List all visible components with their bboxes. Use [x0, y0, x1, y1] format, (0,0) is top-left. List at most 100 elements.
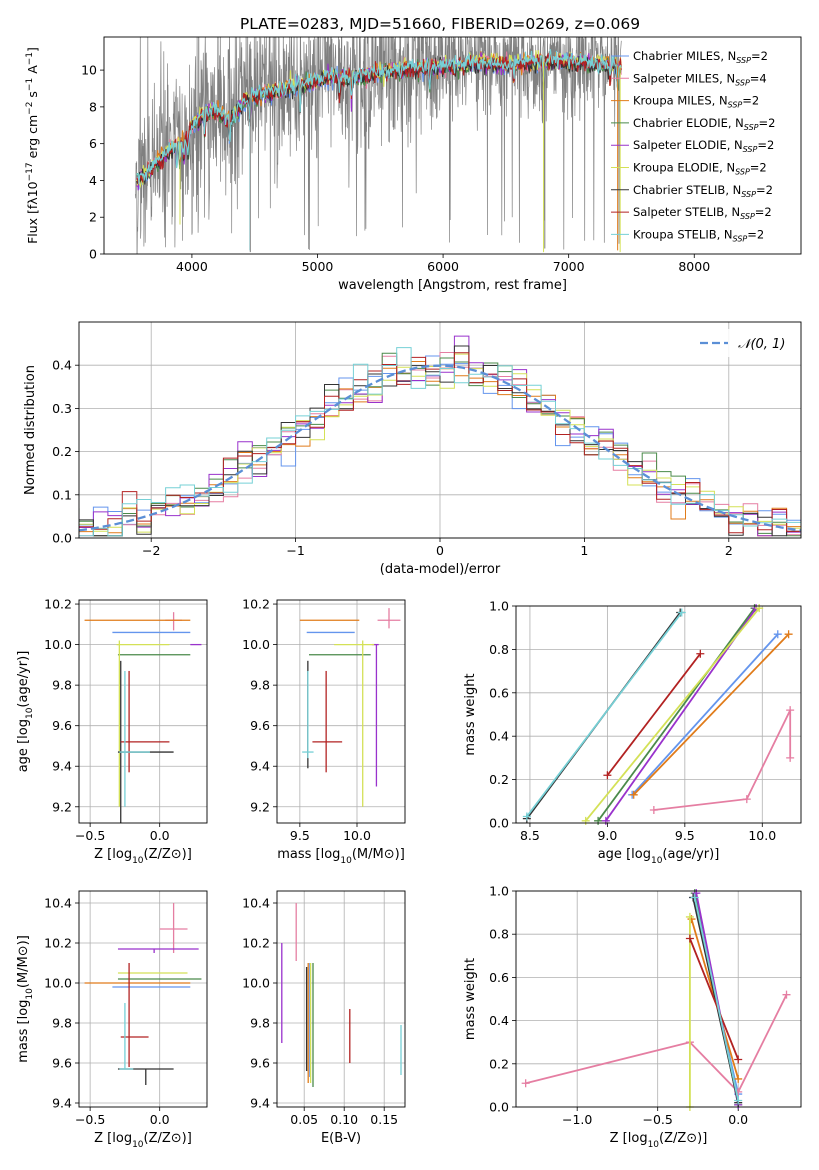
age-vs-z-ytick-label: 10.2	[44, 597, 72, 612]
mass-vs-ebv-axes: 0.05 0.10 0.15 9.4 9.6 9.8 10.0 10.2 10.4	[242, 891, 405, 1127]
age-vs-z-point	[165, 612, 182, 631]
age-vs-z-point	[116, 640, 170, 807]
mass-vs-ebv-ytick-label: 10.2	[242, 936, 270, 951]
age-vs-z-point	[120, 670, 170, 773]
massweight-vs-z-ytick-label: 1.0	[489, 884, 509, 899]
massweight-vs-age-marker	[594, 816, 603, 825]
age-vs-z-point	[119, 670, 150, 807]
spectrum-title: PLATE=0283, MJD=51660, FIBERID=0269, z=0…	[240, 15, 640, 33]
mass-vs-ebv-ytick-label: 9.8	[250, 1016, 270, 1031]
residuals-xtick-label: 1	[580, 543, 588, 558]
mass-vs-ebv-ytick-label: 9.6	[250, 1056, 270, 1071]
massweight-vs-z-frame	[515, 890, 802, 1108]
mass-vs-z-ytick-label: 9.8	[52, 1016, 72, 1031]
mass-vs-ebv-xlabel: E(B-V)	[321, 1131, 361, 1146]
mass-vs-ebv-xtick-label: 0.05	[290, 1112, 318, 1127]
residuals-xtick-label: −1	[286, 543, 304, 558]
mass-vs-ebv-frame	[276, 890, 406, 1108]
age-vs-z-ytick-label: 9.6	[52, 718, 72, 733]
residuals-frame	[78, 321, 802, 539]
massweight-vs-age-marker	[629, 790, 638, 799]
massweight-vs-z-xtick-label: −0.5	[643, 1112, 673, 1127]
mass-vs-z-ytick-label: 10.0	[44, 976, 72, 991]
mass-vs-z-ytick-label: 9.6	[52, 1056, 72, 1071]
massweight-vs-age-marker	[784, 630, 793, 639]
mass-vs-z-point	[117, 1068, 174, 1085]
massweight-vs-age-marker	[581, 816, 590, 825]
mass-vs-z-xtick-label: 0.0	[150, 1112, 170, 1127]
massweight-vs-z-series-line	[525, 994, 788, 1094]
age-vs-mass-ytick-label: 10.2	[242, 597, 270, 612]
age-vs-mass-xtick-label: 10.0	[343, 828, 371, 843]
massweight-vs-z-ytick-label: 0.2	[489, 1056, 509, 1071]
mass-vs-ebv-xtick-label: 0.10	[330, 1112, 358, 1127]
age-vs-z-ytick-label: 9.2	[52, 799, 72, 814]
mass-vs-z-frame	[78, 890, 208, 1108]
massweight-vs-z-ytick-label: 0.6	[489, 970, 509, 985]
spectrum-ytick-label: 8	[89, 99, 97, 114]
massweight-vs-age-marker	[696, 649, 705, 658]
massweight-vs-age-xtick-label: 10.0	[748, 828, 776, 843]
spectrum-ytick-label: 0	[89, 247, 97, 262]
mass-vs-z-ytick-label: 10.2	[44, 936, 72, 951]
age-vs-mass-ytick-label: 10.0	[242, 637, 270, 652]
age-vs-mass-point	[312, 670, 343, 773]
residuals-xtick-label: 2	[725, 543, 733, 558]
massweight-vs-z-xtick-label: −1.0	[562, 1112, 592, 1127]
massweight-vs-z-marker	[734, 1074, 743, 1083]
mass-vs-ebv-ytick-label: 9.4	[250, 1096, 270, 1111]
massweight-vs-z-series-line	[689, 938, 740, 1060]
spectrum-axes: 4000 5000 6000 7000 8000 0 2 4 6 8 10	[81, 63, 710, 274]
age-vs-z-axes: −0.5 0.0 9.2 9.4 9.6 9.8 10.0 10.2	[44, 597, 207, 843]
age-vs-mass-xlabel: mass [log10(M/M⊙)]	[277, 847, 405, 866]
massweight-vs-age-ytick-label: 0.6	[489, 685, 509, 700]
massweight-vs-z-marker	[685, 912, 694, 921]
massweight-vs-age-marker	[755, 604, 764, 613]
age-vs-z-ytick-label: 9.8	[52, 678, 72, 693]
massweight-vs-age-ytick-label: 0.2	[489, 772, 509, 787]
massweight-vs-age-series-line	[633, 633, 790, 796]
spectrum-frame	[103, 36, 802, 255]
massweight-vs-age-axes: 8.5 9.0 9.5 10.0 0.0 0.2 0.4 0.6 0.8 1.0	[489, 599, 801, 843]
massweight-vs-age-series-line	[606, 653, 702, 776]
massweight-vs-age-series-line	[597, 607, 756, 822]
age-vs-mass-ytick-label: 9.8	[250, 678, 270, 693]
legend-entry: Salpeter STELIB, NSSP=2	[633, 205, 772, 221]
age-vs-z-frame	[78, 599, 208, 824]
mass-vs-z-point	[159, 903, 188, 953]
residuals-xtick-label: −2	[142, 543, 160, 558]
legend-entry: Chabrier ELODIE, NSSP=2	[633, 116, 775, 132]
massweight-vs-age-marker	[742, 795, 751, 804]
mass-vs-z-xtick-label: −0.5	[75, 1112, 105, 1127]
massweight-vs-z-axes: −1.0 −0.5 0.0 0.0 0.2 0.4 0.6 0.8 1.0	[489, 884, 801, 1127]
massweight-vs-age-frame	[515, 605, 802, 824]
massweight-vs-age-marker	[522, 812, 531, 821]
age-vs-mass-axes: 9.5 10.0 9.2 9.4 9.6 9.8 10.0 10.2	[242, 597, 405, 843]
massweight-vs-age-marker	[786, 706, 795, 715]
residuals-xtick-label: 0	[436, 543, 444, 558]
massweight-vs-z-ytick-label: 0.8	[489, 927, 509, 942]
legend-entry: Chabrier STELIB, NSSP=2	[633, 183, 773, 199]
spectrum-ylabel: Flux [fλ10−17 erg cm−2 s−1 A−1]	[25, 47, 40, 244]
massweight-vs-age-ytick-label: 0.0	[489, 816, 509, 831]
residuals-axes: −2 −1 0 1 2 0.0 0.1 0.2 0.3 0.4	[52, 322, 801, 558]
massweight-vs-age-series-line	[585, 607, 760, 822]
spectrum-ytick-label: 6	[89, 136, 97, 151]
age-vs-z-xtick-label: −0.5	[75, 828, 105, 843]
observed-spectrum-line	[135, 37, 622, 254]
mass-vs-z-ylabel: mass [log10(M/M⊙)]	[16, 935, 35, 1063]
spectrum-ytick-label: 4	[89, 173, 97, 188]
massweight-vs-z-ytick-label: 0.4	[489, 1013, 509, 1028]
massweight-vs-age-ytick-label: 0.4	[489, 729, 509, 744]
age-vs-mass-point	[302, 670, 314, 759]
massweight-vs-age-marker	[677, 608, 686, 617]
age-vs-z-ytick-label: 10.0	[44, 637, 72, 652]
massweight-vs-z-marker	[685, 934, 694, 943]
age-vs-mass-point	[377, 608, 401, 629]
spectrum-ytick-label: 2	[89, 210, 97, 225]
residuals-ytick-label: 0.2	[52, 444, 72, 459]
age-vs-mass-ytick-label: 9.6	[250, 718, 270, 733]
massweight-vs-age-series-line	[631, 633, 779, 796]
massweight-vs-age-ytick-label: 0.8	[489, 642, 509, 657]
